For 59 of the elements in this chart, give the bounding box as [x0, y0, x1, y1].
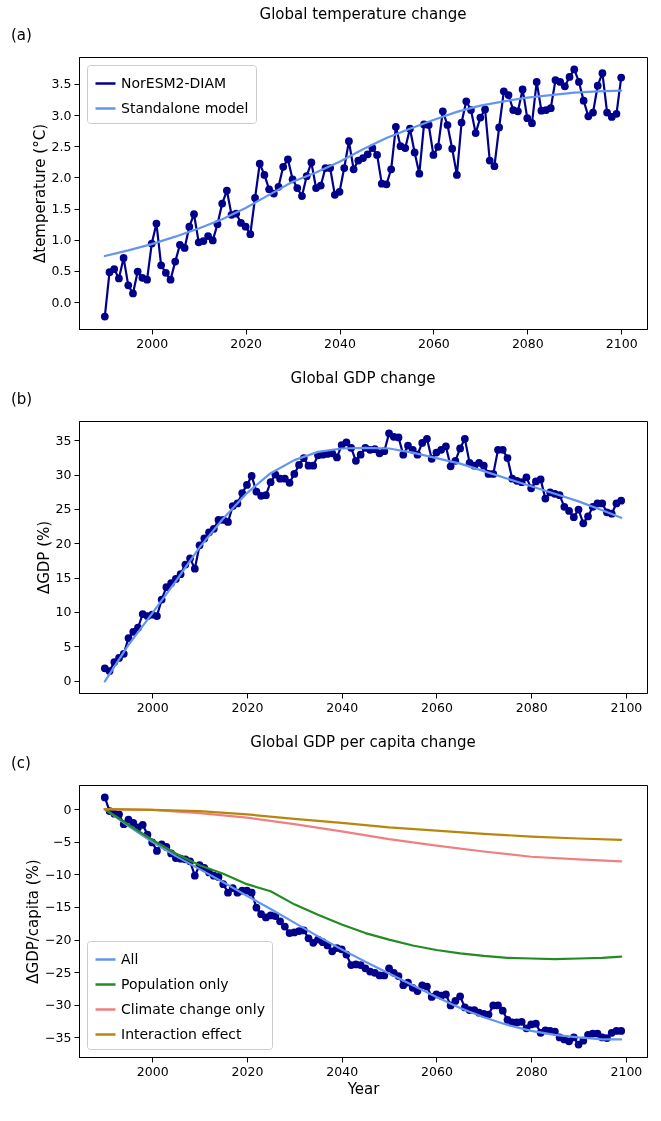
y-tick-label: −25 [45, 964, 72, 980]
y-tick-label: 0 [63, 801, 72, 817]
x-tick-label: 2020 [231, 1063, 264, 1079]
text: (a) [11, 26, 32, 44]
legend-label: NorESM2-DIAM [121, 74, 227, 91]
x-tick-label: 2080 [511, 335, 544, 351]
x-tick-label: 2000 [136, 335, 169, 351]
y-axis-title: ΔGDP/capita (%) [24, 859, 43, 984]
line-series [103, 808, 623, 841]
x-tick-label: 2020 [231, 699, 264, 715]
x-tick-label: 2060 [418, 335, 450, 351]
x-tick-label: 2100 [610, 1063, 643, 1079]
y-tick-label: 5 [63, 638, 72, 654]
y-tick-label: 0.0 [51, 294, 72, 310]
x-tick-label: 2000 [136, 1063, 169, 1079]
x-tick-label: 2080 [515, 699, 548, 715]
y-tick-label: 0 [63, 673, 72, 689]
y-tick-label: −35 [45, 1029, 72, 1045]
x-tick-label: 2060 [421, 1063, 453, 1079]
y-tick-label: 30 [55, 467, 72, 483]
y-tick-label: 25 [55, 501, 72, 517]
x-tick-label: 2080 [515, 1063, 548, 1079]
y-tick-label: −15 [45, 899, 72, 915]
x-tick-label: 2040 [324, 335, 356, 351]
y-tick-label: 3.5 [51, 76, 72, 92]
x-tick-label: 2020 [230, 335, 263, 351]
text: (b) [11, 390, 33, 408]
y-tick-label: 0.5 [51, 263, 72, 279]
y-tick-label: 2.5 [51, 138, 72, 154]
x-tick-label: 2040 [326, 699, 359, 715]
y-tick-label: 10 [55, 604, 72, 620]
y-tick-label: −10 [45, 866, 72, 882]
legend-label: Standalone model [121, 99, 249, 116]
x-tick-label: 2100 [605, 335, 638, 351]
x-tick-label: 2040 [326, 1063, 359, 1079]
y-tick-label: 3.0 [51, 107, 72, 123]
y-tick-label: 1.5 [51, 201, 72, 217]
x-axis-title: Year [346, 1080, 381, 1098]
legend-label: All [121, 950, 139, 967]
chart-title: Global GDP change [290, 369, 436, 387]
x-tick-label: 2100 [610, 699, 643, 715]
chart-title: Global GDP per capita change [250, 733, 476, 751]
y-tick-label: −20 [45, 932, 72, 948]
y-tick-label: 20 [55, 535, 72, 551]
legend-label: Climate change only [121, 1000, 265, 1017]
x-tick-label: 2000 [136, 699, 169, 715]
y-tick-label: −30 [45, 997, 72, 1013]
legend-label: Population only [121, 975, 229, 992]
x-tick-label: 2060 [421, 699, 453, 715]
text: (c) [11, 754, 31, 772]
y-tick-label: 1.0 [51, 232, 72, 248]
chart-title: Global temperature change [259, 5, 467, 23]
y-tick-label: 15 [55, 570, 72, 586]
y-tick-label: 2.0 [51, 169, 72, 185]
y-tick-label: 35 [55, 432, 72, 448]
y-axis-title: ΔGDP (%) [34, 520, 53, 595]
y-tick-label: −5 [53, 834, 72, 850]
y-axis-title: Δtemperature (°C) [30, 124, 49, 263]
legend-label: Interaction effect [121, 1025, 242, 1042]
